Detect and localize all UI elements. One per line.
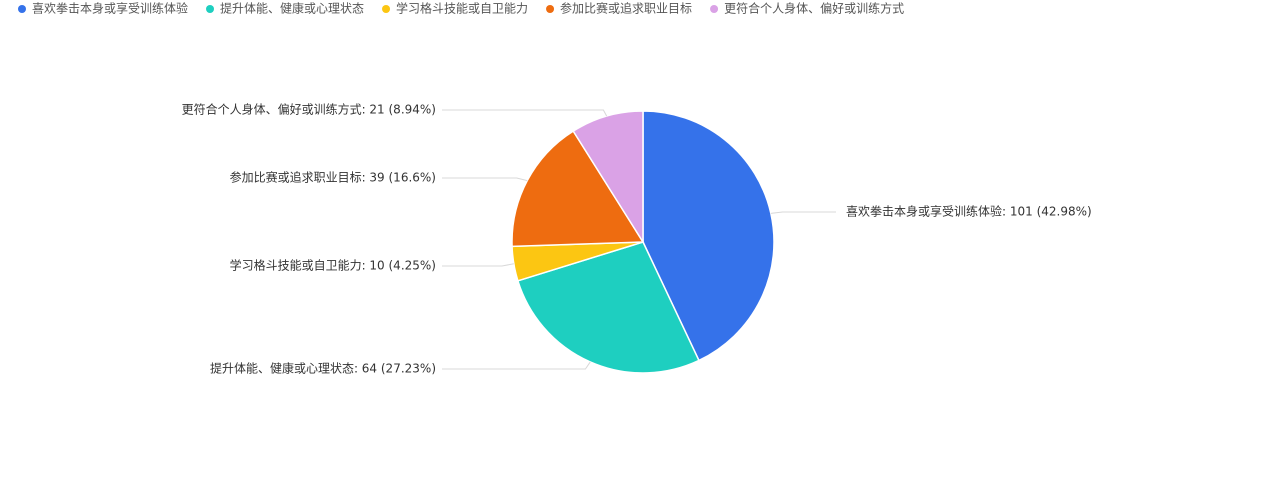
pie: 喜欢拳击本身或享受训练体验: 101 (42.98%) 提升体能、健康或心理状态:…: [182, 102, 1092, 376]
data-label: 喜欢拳击本身或享受训练体验: 101 (42.98%): [846, 204, 1092, 219]
legend-marker: [710, 5, 719, 13]
legend-label: 更符合个人身体、偏好或训练方式: [724, 1, 904, 16]
pie-slice: [516, 241, 700, 374]
legend-marker: [546, 5, 555, 13]
legend-label: 学习格斗技能或自卫能力: [396, 1, 528, 16]
legend: 喜欢拳击本身或享受训练体验 提升体能、健康或心理状态 学习格斗技能或自卫能力 参加比赛…: [18, 1, 904, 16]
leader-line: [442, 361, 591, 370]
legend-marker: [382, 5, 391, 13]
data-label: 提升体能、健康或心理状态: 64 (27.23%): [210, 361, 436, 376]
legend-label: 提升体能、健康或心理状态: [220, 1, 364, 16]
data-label: 更符合个人身体、偏好或训练方式: 21 (8.94%): [182, 102, 436, 117]
leader-line: [442, 263, 514, 267]
data-label: 学习格斗技能或自卫能力: 10 (4.25%): [230, 258, 436, 273]
legend-marker: [18, 5, 26, 13]
legend-label: 参加比赛或追求职业目标: [560, 1, 692, 16]
data-label: 参加比赛或追求职业目标: 39 (16.6%): [230, 170, 436, 185]
pie-slice: [511, 130, 645, 248]
legend-label: 喜欢拳击本身或享受训练体验: [32, 1, 188, 16]
leader-line: [770, 211, 836, 214]
legend-marker: [206, 5, 215, 13]
leader-line: [442, 109, 608, 117]
leader-line: [442, 177, 528, 182]
